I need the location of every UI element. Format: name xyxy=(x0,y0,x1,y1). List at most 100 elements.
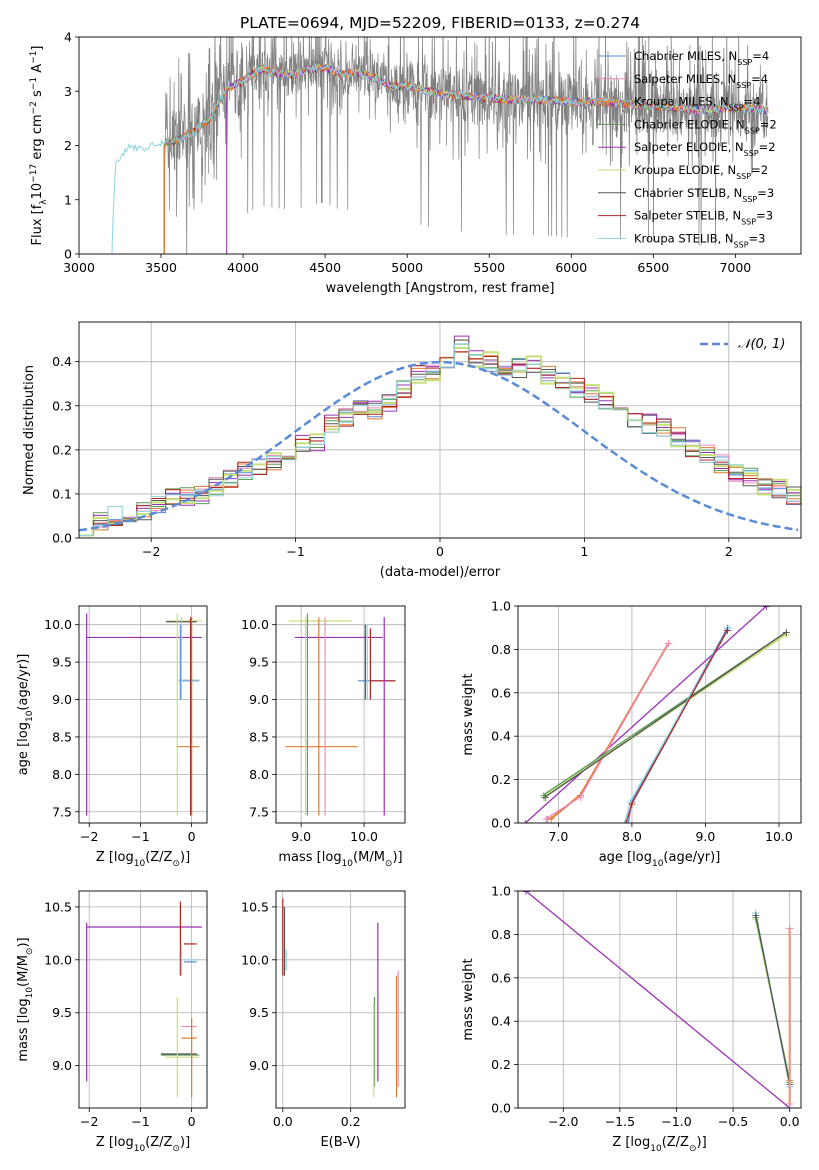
tick-label-x: 0.0 xyxy=(780,1114,800,1129)
tick-label-y: 10.5 xyxy=(241,899,269,914)
legend-label-chabrier_elodie: Chabrier ELODIE, NSSP=2 xyxy=(634,117,777,135)
normal-curve xyxy=(79,360,799,532)
tick-label-y: 9.0 xyxy=(249,692,269,707)
legend-label-salpeter_stelib: Salpeter STELIB, NSSP=3 xyxy=(634,209,773,227)
tick-label-y: 9.5 xyxy=(249,1005,269,1020)
marker-salpeter_stelib: + xyxy=(627,797,636,810)
tick-label-y: 0.6 xyxy=(491,970,511,985)
figure-title: PLATE=0694, MJD=52209, FIBERID=0133, z=0… xyxy=(240,14,640,32)
marker-salpeter_elodie: + xyxy=(762,600,771,613)
tick-label-y: 7.5 xyxy=(52,804,72,819)
axes-frame xyxy=(275,890,406,1109)
x-axis-label: age [log10(age/yr)] xyxy=(599,850,721,869)
x-axis-label: Z [log10(Z/Z⊙)] xyxy=(96,850,190,869)
legend-label-kroupa_miles: Kroupa MILES, NSSP=4 xyxy=(634,95,760,113)
tick-label-x: 1 xyxy=(580,544,588,559)
tick-label-y: 0.2 xyxy=(52,442,72,457)
plot-area xyxy=(86,901,202,1098)
panel-age_vs_z: −2 −1 0 7.5 8.0 8.5 9.0 9.5 10.0 Z [log10(Z/Z⊙)] a… xyxy=(16,605,208,869)
plot-area xyxy=(111,37,769,254)
marker-salpeter_miles: + xyxy=(664,637,673,650)
marker-kroupa_elodie: + xyxy=(539,791,548,804)
tick-label-y: 0.4 xyxy=(52,354,72,369)
x-axis-label: Z [log10(Z/Z⊙)] xyxy=(96,1135,190,1154)
tick-label-x: 3500 xyxy=(145,260,177,275)
tick-label-y: 0.4 xyxy=(491,729,511,744)
marker-salpeter_miles: + xyxy=(785,922,794,935)
marker-chabrier_miles: + xyxy=(627,795,636,808)
tick-label-y: 0.3 xyxy=(52,398,72,413)
y-axis-label: Flux [fλ10−17 erg cm−2 s−1 A−1] xyxy=(29,46,49,246)
tick-label-x: 10.0 xyxy=(765,829,793,844)
tick-label-y: 9.5 xyxy=(249,655,269,670)
axes-frame xyxy=(78,890,208,1109)
tick-label-y: 8.0 xyxy=(52,767,72,782)
tick-label-y: 9.5 xyxy=(52,655,72,670)
tick-label-x: −2.0 xyxy=(548,1114,578,1129)
tick-label-y: 10.0 xyxy=(44,617,72,632)
normal-legend-label: 𝒩(0, 1) xyxy=(738,337,785,352)
line-salpeter_elodie xyxy=(524,606,767,823)
marker-chabrier_stelib: + xyxy=(541,791,550,804)
tick-label-x: 9.0 xyxy=(695,829,715,844)
x-axis-label: E(B-V) xyxy=(320,1135,360,1150)
plot-area xyxy=(282,898,399,1098)
panels: 3000 3500 4000 4500 5000 5500 6000 6500 70000123… xyxy=(16,30,802,1154)
tick-label-y: 0.6 xyxy=(491,685,511,700)
y-axis-label: Normed distribution xyxy=(22,365,37,495)
tick-label-x: 0 xyxy=(436,544,444,559)
tick-label-x: −0.5 xyxy=(718,1114,748,1129)
tick-label-y: 8.5 xyxy=(52,729,72,744)
marker-kroupa_stelib: + xyxy=(620,817,629,830)
panel-mass_vs_ebv: 0.0 0.2 9.0 9.5 10.0 10.5 E(B-V) xyxy=(241,890,406,1150)
axes-frame xyxy=(78,321,802,539)
tick-label-y: 1.0 xyxy=(491,599,511,614)
tick-label-y: 9.5 xyxy=(52,1005,72,1020)
x-axis-label: wavelength [Angstrom, rest frame] xyxy=(326,281,555,296)
tick-label-x: 0 xyxy=(188,829,196,844)
panel-massweight_vs_z: −2.0 −1.5 −1.0 −0.5 0.00.00.20.40.60.81.0 +++… xyxy=(461,884,802,1154)
line-chabrier_stelib xyxy=(755,914,791,1085)
marker-kroupa_elodie: + xyxy=(782,628,791,641)
tick-label-x: 7.0 xyxy=(548,829,568,844)
marker-salpeter_miles: + xyxy=(576,791,585,804)
tick-label-y: 10.0 xyxy=(241,617,269,632)
panel-spectrum: 3000 3500 4000 4500 5000 5500 6000 6500 7000 0 1 2 3… xyxy=(29,30,802,296)
plot-area xyxy=(86,613,202,816)
tick-label-y: 9.0 xyxy=(52,1058,72,1073)
tick-label-y: 0.1 xyxy=(52,486,72,501)
marker-kroupa_miles: + xyxy=(546,813,555,826)
plot-area: ++++++++++++++++++++++++ xyxy=(521,600,791,830)
tick-label-y: 0.0 xyxy=(52,531,72,546)
tick-label-x: −1 xyxy=(286,544,304,559)
marker-kroupa_stelib: + xyxy=(751,907,760,920)
tick-label-x: 10.0 xyxy=(350,829,378,844)
hist-salpeter_stelib xyxy=(79,351,801,536)
panel-mass_vs_z: −2 −1 0 9.0 9.5 10.0 10.5 Z [log10(Z/Z⊙)] mass [… xyxy=(16,890,208,1154)
legend-label-salpeter_elodie: Salpeter ELODIE, NSSP=2 xyxy=(634,140,776,158)
tick-label-x: 3000 xyxy=(63,260,95,275)
marker-chabrier_elodie: + xyxy=(539,789,548,802)
tick-label-x: −1 xyxy=(131,829,149,844)
tick-label-y: 10.0 xyxy=(44,952,72,967)
tick-label-x: 8.0 xyxy=(622,829,642,844)
x-axis-label: (data-model)/error xyxy=(380,565,501,580)
marker-salpeter_miles: + xyxy=(785,1098,794,1111)
tick-label-x: −2 xyxy=(80,1114,98,1129)
tick-label-x: 7000 xyxy=(719,260,751,275)
legend-label-salpeter_miles: Salpeter MILES, NSSP=4 xyxy=(634,72,768,90)
tick-label-x: 4000 xyxy=(227,260,259,275)
y-axis-label: mass weight xyxy=(461,673,476,755)
tick-label-y: 0.8 xyxy=(491,927,511,942)
tick-label-x: 2 xyxy=(725,544,733,559)
tick-label-x: 4500 xyxy=(309,260,341,275)
line-kroupa_miles xyxy=(547,642,670,820)
plot-area xyxy=(285,613,396,816)
x-axis-label: mass [log10(M/M⊙)] xyxy=(278,850,402,869)
tick-label-x: 5000 xyxy=(391,260,423,275)
spectrum-legend: Chabrier MILES, NSSP=4 Salpeter MILES, NS… xyxy=(598,49,777,249)
y-axis-label: mass weight xyxy=(461,958,476,1040)
legend-label-kroupa_stelib: Kroupa STELIB, NSSP=3 xyxy=(634,231,765,249)
hist-kroupa_stelib xyxy=(79,343,801,536)
legend-label-kroupa_elodie: Kroupa ELODIE, NSSP=2 xyxy=(634,163,768,181)
